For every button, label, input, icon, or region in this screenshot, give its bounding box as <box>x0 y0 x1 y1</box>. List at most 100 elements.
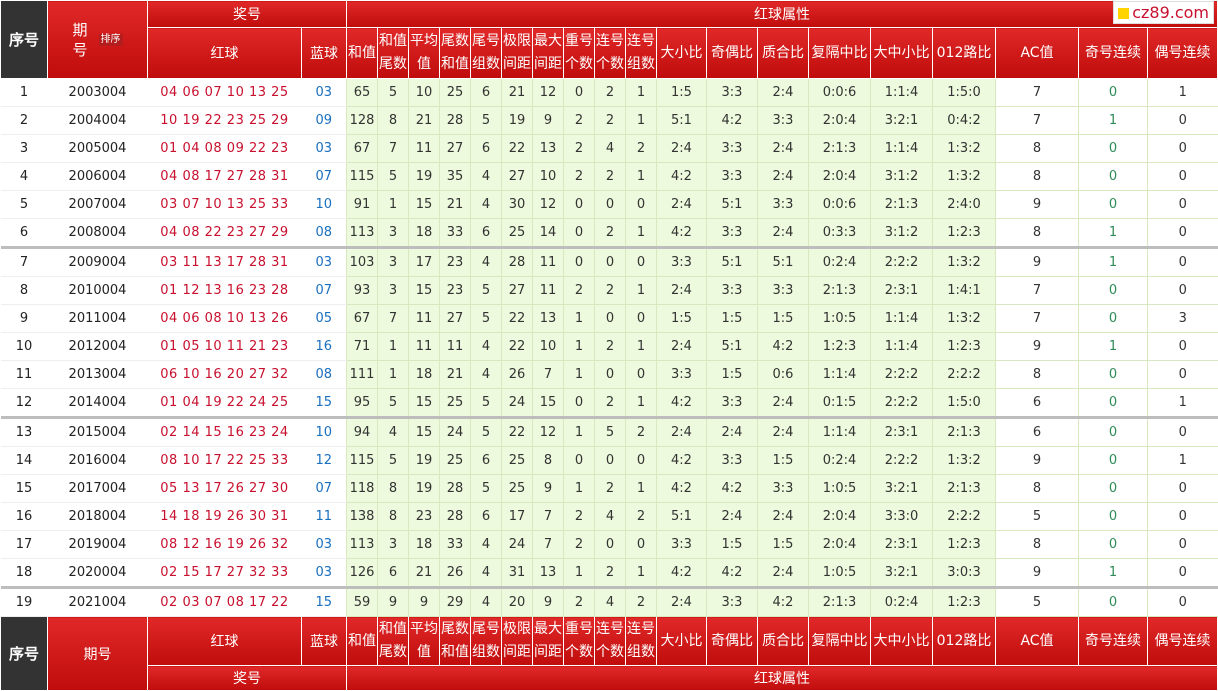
blue-ball: 09 <box>301 106 347 135</box>
sort-button[interactable]: 排序 <box>98 33 123 46</box>
row-issue: 2015004 <box>47 416 148 447</box>
attr-cell: 5 <box>377 162 409 191</box>
attr-cell: 17 <box>501 502 533 531</box>
row-seq: 13 <box>0 416 48 447</box>
attr-cell: 1 <box>625 218 657 248</box>
col-header-4: 尾号组数 <box>470 27 502 79</box>
row-issue: 2011004 <box>47 304 148 333</box>
seq-footer: 序号 <box>0 616 48 691</box>
attr-cell: 1:5 <box>757 530 809 559</box>
red-balls: 01 04 19 22 24 25 <box>147 388 302 418</box>
attr-cell: 0 <box>625 246 657 277</box>
attr-cell: 15 <box>408 388 440 418</box>
attr-cell: 1:3:2 <box>932 246 996 277</box>
attr-cell: 29 <box>439 586 471 617</box>
attr-cell: 5 <box>594 416 626 447</box>
attr-cell: 8 <box>995 474 1079 503</box>
attr-cell: 1:5 <box>706 304 758 333</box>
attr-cell: 21 <box>408 558 440 588</box>
table-row: 5 2007004 03 07 10 13 25 33 10 91 1 15 21 4 30 12 0… <box>0 190 1218 219</box>
table-row: 11 2013004 06 10 16 20 27 32 08 111 1 18 21 4 26 7… <box>0 360 1218 389</box>
attr-cell: 1:2:3 <box>932 218 996 248</box>
attr-cell: 93 <box>346 276 378 305</box>
red-balls: 03 07 10 13 25 33 <box>147 190 302 219</box>
attr-cell: 0 <box>1147 218 1218 248</box>
attr-cell: 1 <box>1147 446 1218 475</box>
attr-cell: 103 <box>346 246 378 277</box>
attr-cell: 2:4 <box>757 416 809 447</box>
attr-cell: 26 <box>439 558 471 588</box>
col-header-label: 和值 <box>348 44 376 61</box>
attr-cell: 1 <box>625 332 657 361</box>
attr-cell: 2:3:1 <box>870 416 933 447</box>
row-seq: 2 <box>0 106 48 135</box>
seq-header: 序号 <box>0 0 48 79</box>
attr-cell: 18 <box>408 360 440 389</box>
red-balls: 04 06 07 10 13 25 <box>147 78 302 107</box>
attr-cell: 5 <box>470 474 502 503</box>
col-header-2: 平均值 <box>408 616 440 666</box>
attr-cell: 11 <box>408 304 440 333</box>
attr-cell: 1 <box>1078 106 1148 135</box>
attr-cell: 9 <box>995 446 1079 475</box>
col-header-label: 连号个数 <box>596 621 624 660</box>
col-header-7: 重号个数 <box>563 27 595 79</box>
attr-cell: 1:5 <box>706 360 758 389</box>
attr-cell: 2:4 <box>656 586 707 617</box>
table-row: 2 2004004 10 19 22 23 25 29 09 128 8 21 28 5 19 9 2… <box>0 106 1218 135</box>
table-row: 8 2010004 01 12 13 16 23 28 07 93 3 15 23 5 27 11 2… <box>0 276 1218 305</box>
attr-cell: 0 <box>1078 162 1148 191</box>
attr-cell: 2:1:3 <box>870 190 933 219</box>
attr-cell: 13 <box>532 558 564 588</box>
attr-cell: 1:1:4 <box>808 416 871 447</box>
attr-cell: 1:5:0 <box>932 78 996 107</box>
attr-cell: 1:5 <box>757 304 809 333</box>
col-header-13: 复隔中比 <box>808 27 871 79</box>
attr-cell: 2 <box>563 134 595 163</box>
attr-cell: 3:0:3 <box>932 558 996 588</box>
attr-cell: 0 <box>1147 246 1218 277</box>
attr-cell: 2:2:2 <box>932 360 996 389</box>
attr-cell: 2:4 <box>656 416 707 447</box>
red-balls: 04 08 22 23 27 29 <box>147 218 302 248</box>
col-header-label: 平均值 <box>410 621 438 660</box>
row-seq: 12 <box>0 388 48 418</box>
col-header-17: 奇号连续 <box>1078 27 1148 79</box>
attr-cell: 23 <box>439 246 471 277</box>
attr-cell: 12 <box>532 416 564 447</box>
attr-cell: 2:4 <box>656 332 707 361</box>
attr-cell: 22 <box>501 134 533 163</box>
attr-cell: 2:2:2 <box>870 388 933 418</box>
col-header-label: 连号组数 <box>627 33 655 72</box>
attr-cell: 4 <box>470 332 502 361</box>
col-header-8: 连号个数 <box>594 27 626 79</box>
col-header-18: 偶号连续 <box>1147 616 1218 666</box>
attr-cell: 1:1:4 <box>808 360 871 389</box>
attr-cell: 1 <box>1147 78 1218 107</box>
attr-cell: 4:2 <box>656 558 707 588</box>
attr-cell: 0 <box>594 190 626 219</box>
row-issue: 2016004 <box>47 446 148 475</box>
attr-cell: 2:4 <box>656 276 707 305</box>
attr-cell: 21 <box>501 78 533 107</box>
col-header-label: 偶号连续 <box>1154 44 1211 61</box>
attr-cell: 5:1 <box>706 190 758 219</box>
attr-cell: 4:2 <box>656 446 707 475</box>
col-header-17: 奇号连续 <box>1078 616 1148 666</box>
attr-cell: 5 <box>377 446 409 475</box>
attr-cell: 33 <box>439 218 471 248</box>
attr-cell: 1 <box>1078 218 1148 248</box>
attr-cell: 8 <box>995 218 1079 248</box>
col-header-14: 大中小比 <box>870 27 933 79</box>
attr-cell: 2:0:4 <box>808 502 871 531</box>
attr-cell: 0 <box>563 446 595 475</box>
attr-cell: 3:3 <box>706 446 758 475</box>
issue-header[interactable]: 期号排序 <box>47 0 148 79</box>
row-seq: 10 <box>0 332 48 361</box>
table-row: 17 2019004 08 12 16 19 26 32 03 113 3 18 33 4 24 7… <box>0 530 1218 559</box>
red-balls: 03 11 13 17 28 31 <box>147 246 302 277</box>
attr-cell: 18 <box>408 530 440 559</box>
attr-cell: 128 <box>346 106 378 135</box>
blue-ball: 15 <box>301 586 347 617</box>
attr-cell: 3:3 <box>706 134 758 163</box>
